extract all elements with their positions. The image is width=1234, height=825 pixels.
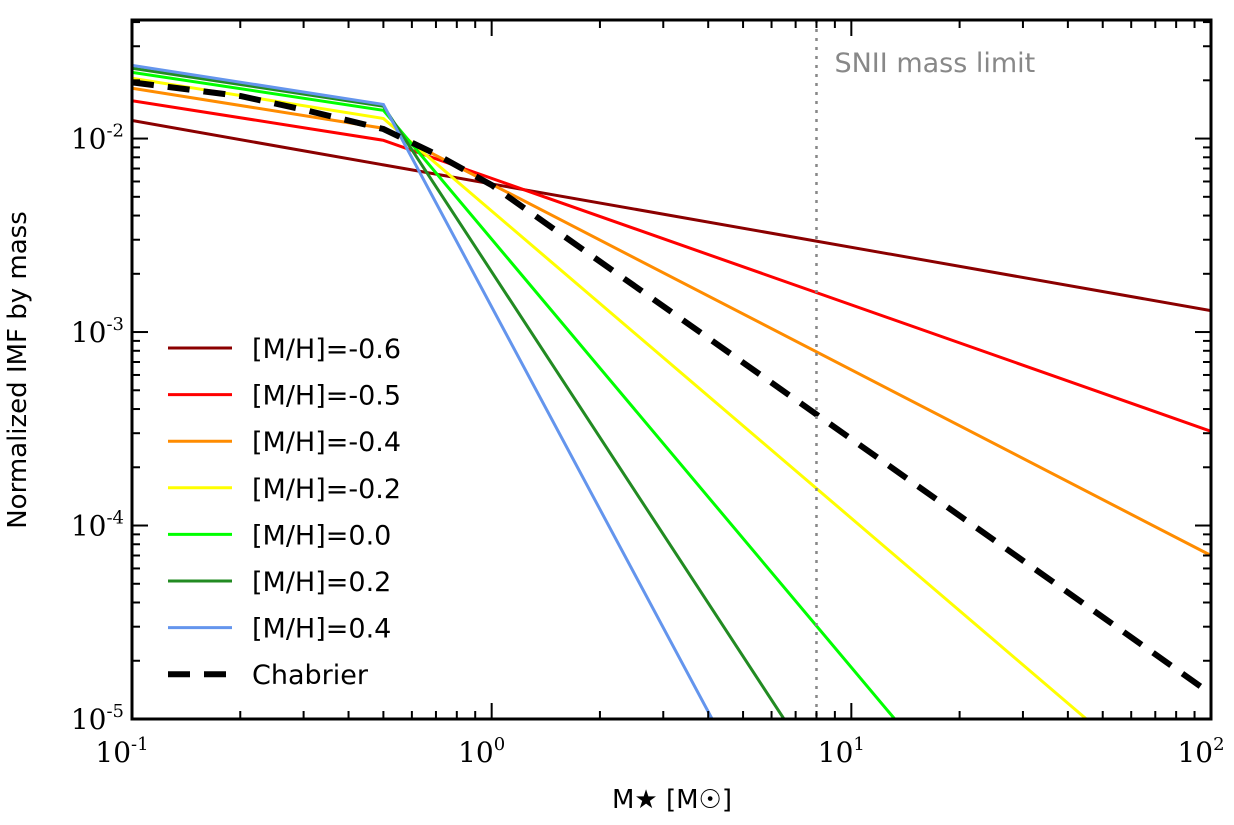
x-tick-label: 10-1 [95, 734, 148, 769]
series-line-4 [132, 70, 896, 719]
series-line-6 [132, 63, 714, 719]
series-line-7 [132, 79, 1211, 697]
legend-label-2: [M/H]=-0.4 [252, 427, 401, 458]
y-tick-label: 10-5 [71, 701, 124, 736]
series-line-0 [132, 119, 1211, 313]
legend-label-5: [M/H]=0.2 [252, 567, 391, 598]
y-tick-label: 10-3 [71, 314, 124, 349]
legend-label-7: Chabrier [252, 660, 369, 691]
legend-label-1: [M/H]=-0.5 [252, 381, 401, 412]
legend-label-6: [M/H]=0.4 [252, 614, 391, 645]
legend-label-3: [M/H]=-0.2 [252, 474, 401, 505]
x-tick-label: 100 [458, 734, 505, 769]
y-tick-label: 10-4 [71, 508, 124, 543]
x-tick-label: 101 [818, 734, 865, 769]
legend-label-0: [M/H]=-0.6 [252, 334, 401, 365]
x-tick-label: 102 [1177, 734, 1224, 769]
x-axis-label: M★ [M☉] [612, 785, 732, 815]
y-tick-label: 10-2 [71, 121, 124, 156]
plot-frame [130, 18, 1213, 721]
series-line-1 [132, 99, 1211, 433]
legend-label-4: [M/H]=0.0 [252, 520, 391, 551]
y-axis-label: Normalized IMF by mass [3, 211, 33, 529]
snii-limit-label: SNII mass limit [834, 48, 1035, 79]
